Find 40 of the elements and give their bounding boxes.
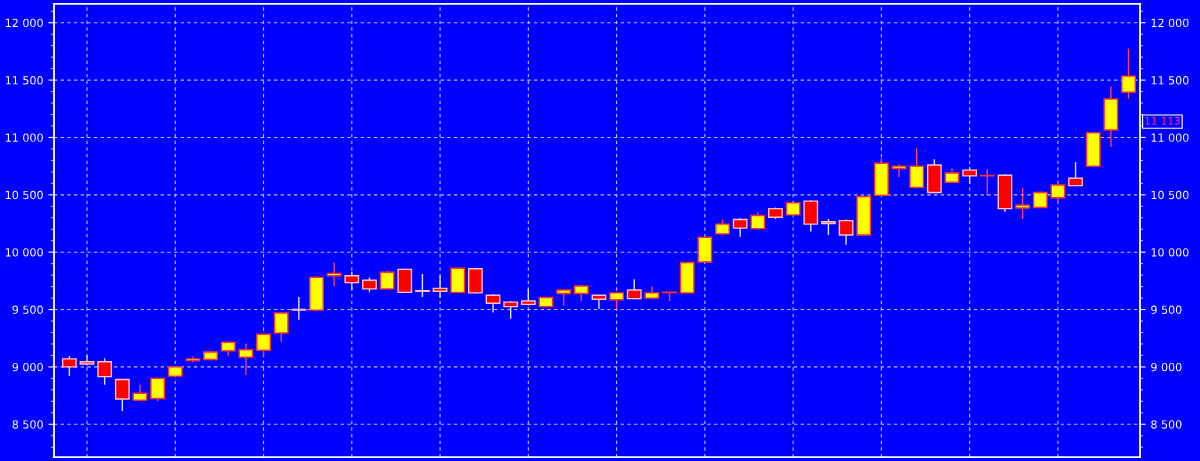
y-tick-label: 9 500 [12,305,43,314]
candlestick [291,296,307,321]
y-tick-label: 10 500 [5,190,43,200]
candlestick [415,273,430,298]
candlestick [273,311,289,343]
candlestick [397,268,413,294]
y2-tick-label: 10 000 [1151,248,1189,257]
y2-tick-label: 8 500 [1151,420,1182,429]
candlestick [803,199,819,233]
candlestick [344,270,360,291]
candlestick [909,147,925,190]
text: 11 113 [1145,116,1180,125]
y2-tick-label: 9 000 [1151,362,1182,372]
candlestick [838,218,854,246]
candlestick [1050,181,1066,203]
candlestick [732,217,748,238]
candlestick [61,355,77,377]
candlestick [97,357,113,386]
y-tick-label: 9 000 [12,362,43,372]
y2-tick-label: 11 000 [1151,133,1189,142]
y2-tick-label: 11 500 [1151,76,1189,85]
candlestick [1121,47,1136,100]
candlestick [1015,187,1031,220]
y2-tick-label: 10 500 [1151,190,1189,200]
y-tick-label: 8 500 [12,420,43,429]
y-tick-label: 11 000 [5,133,43,142]
y2-tick-label: 9 500 [1151,305,1182,314]
candlestick [379,270,395,291]
candlestick [591,293,607,310]
candlestick [485,293,501,314]
candlestick [1068,161,1083,187]
candlestick [238,342,254,376]
candlestick [432,275,448,299]
y2-tick-label: 12 000 [1151,18,1189,28]
candlestick [891,163,907,178]
y-tick-label: 11 500 [5,76,43,85]
candlestick [114,378,130,412]
y-tick-label: 12 000 [5,18,43,28]
y-tick-label: 10 000 [5,248,43,257]
candlestick [979,168,995,197]
